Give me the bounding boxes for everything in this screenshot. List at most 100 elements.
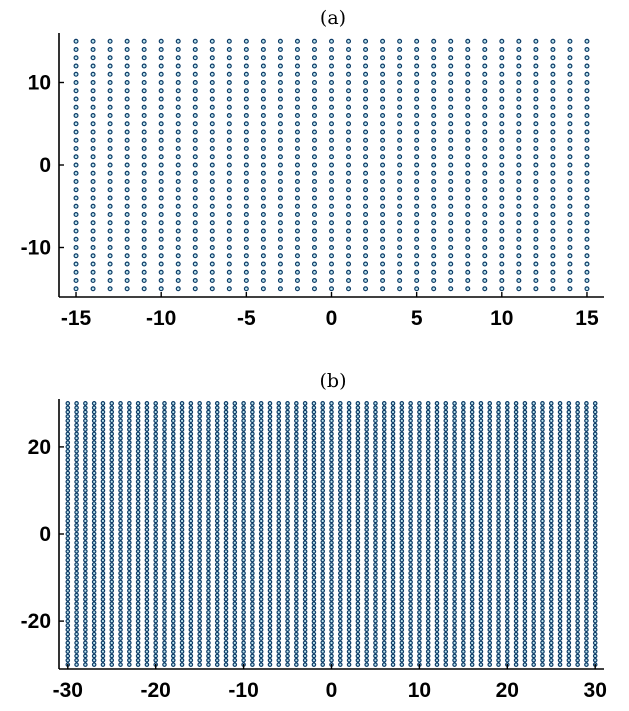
data-point xyxy=(73,278,79,284)
data-point xyxy=(285,540,290,546)
data-point xyxy=(206,640,211,646)
data-point xyxy=(214,575,220,580)
data-point xyxy=(355,536,361,541)
data-point xyxy=(364,570,369,576)
data-point xyxy=(566,636,572,641)
data-point xyxy=(232,570,238,576)
data-point xyxy=(443,448,449,454)
data-point xyxy=(162,509,167,515)
data-point xyxy=(461,653,466,659)
data-point xyxy=(417,553,422,559)
data-point xyxy=(381,488,387,493)
data-point xyxy=(276,409,282,415)
data-point xyxy=(540,540,545,546)
data-point xyxy=(381,536,387,541)
data-point xyxy=(153,409,158,415)
data-point xyxy=(144,549,150,554)
data-point xyxy=(417,562,422,567)
data-point xyxy=(250,448,255,454)
data-point xyxy=(74,448,79,454)
data-point xyxy=(417,536,422,541)
data-point xyxy=(373,488,378,493)
data-point xyxy=(250,479,255,485)
data-point xyxy=(276,505,282,511)
data-point xyxy=(516,38,522,44)
data-point xyxy=(363,63,369,69)
data-point xyxy=(158,137,164,143)
data-point xyxy=(83,649,88,654)
data-point xyxy=(74,479,79,485)
data-point xyxy=(425,492,431,498)
data-point xyxy=(567,154,573,160)
data-point xyxy=(294,418,299,424)
data-point xyxy=(65,509,71,515)
data-point xyxy=(337,440,343,445)
data-point xyxy=(425,518,431,524)
data-point xyxy=(584,614,589,620)
data-point xyxy=(206,583,211,589)
data-point xyxy=(197,575,202,580)
data-point xyxy=(346,549,352,554)
data-point xyxy=(566,662,572,667)
data-point xyxy=(83,618,88,624)
data-point xyxy=(431,129,437,135)
data-point xyxy=(179,597,185,602)
data-point xyxy=(346,562,352,567)
data-point xyxy=(188,435,194,441)
data-point xyxy=(241,466,246,471)
data-point xyxy=(83,570,88,576)
data-point xyxy=(592,549,598,554)
data-point xyxy=(414,121,420,127)
data-point xyxy=(109,640,115,646)
data-point xyxy=(513,623,519,628)
data-point xyxy=(513,470,519,476)
data-point xyxy=(337,610,343,615)
data-point xyxy=(100,514,106,519)
data-point xyxy=(346,662,352,667)
data-point xyxy=(452,601,457,606)
data-point xyxy=(482,245,488,251)
data-point xyxy=(414,88,420,94)
data-point xyxy=(364,618,369,624)
data-point xyxy=(214,588,220,593)
data-point xyxy=(232,566,238,572)
data-point xyxy=(390,418,396,424)
data-point xyxy=(487,527,493,532)
data-point xyxy=(373,470,378,476)
data-point xyxy=(226,228,232,234)
data-point xyxy=(302,575,308,580)
data-point xyxy=(170,614,176,620)
data-point xyxy=(381,501,387,506)
data-point xyxy=(311,583,317,589)
data-point xyxy=(311,483,317,489)
data-point xyxy=(188,457,194,463)
data-point xyxy=(567,79,573,85)
data-point xyxy=(277,228,283,234)
data-point xyxy=(197,466,202,471)
data-point xyxy=(584,444,589,450)
data-point xyxy=(141,146,147,152)
data-point xyxy=(443,610,449,615)
data-point xyxy=(496,444,501,450)
data-point xyxy=(566,427,572,432)
data-point xyxy=(188,583,194,589)
data-point xyxy=(452,514,457,519)
data-point xyxy=(434,466,440,471)
data-point xyxy=(294,501,299,506)
data-point xyxy=(109,492,115,498)
data-point xyxy=(206,549,211,554)
data-point xyxy=(232,475,238,480)
data-point xyxy=(533,203,539,209)
data-point xyxy=(109,514,115,519)
x-tick-label: 30 xyxy=(584,679,607,702)
data-point xyxy=(197,601,202,606)
data-point xyxy=(557,583,563,589)
data-point xyxy=(487,579,493,585)
data-point xyxy=(380,46,386,52)
data-point xyxy=(311,597,317,602)
data-point xyxy=(277,154,283,160)
data-point xyxy=(346,566,352,572)
data-point xyxy=(179,627,185,633)
data-point xyxy=(127,562,132,567)
data-point xyxy=(431,253,437,259)
